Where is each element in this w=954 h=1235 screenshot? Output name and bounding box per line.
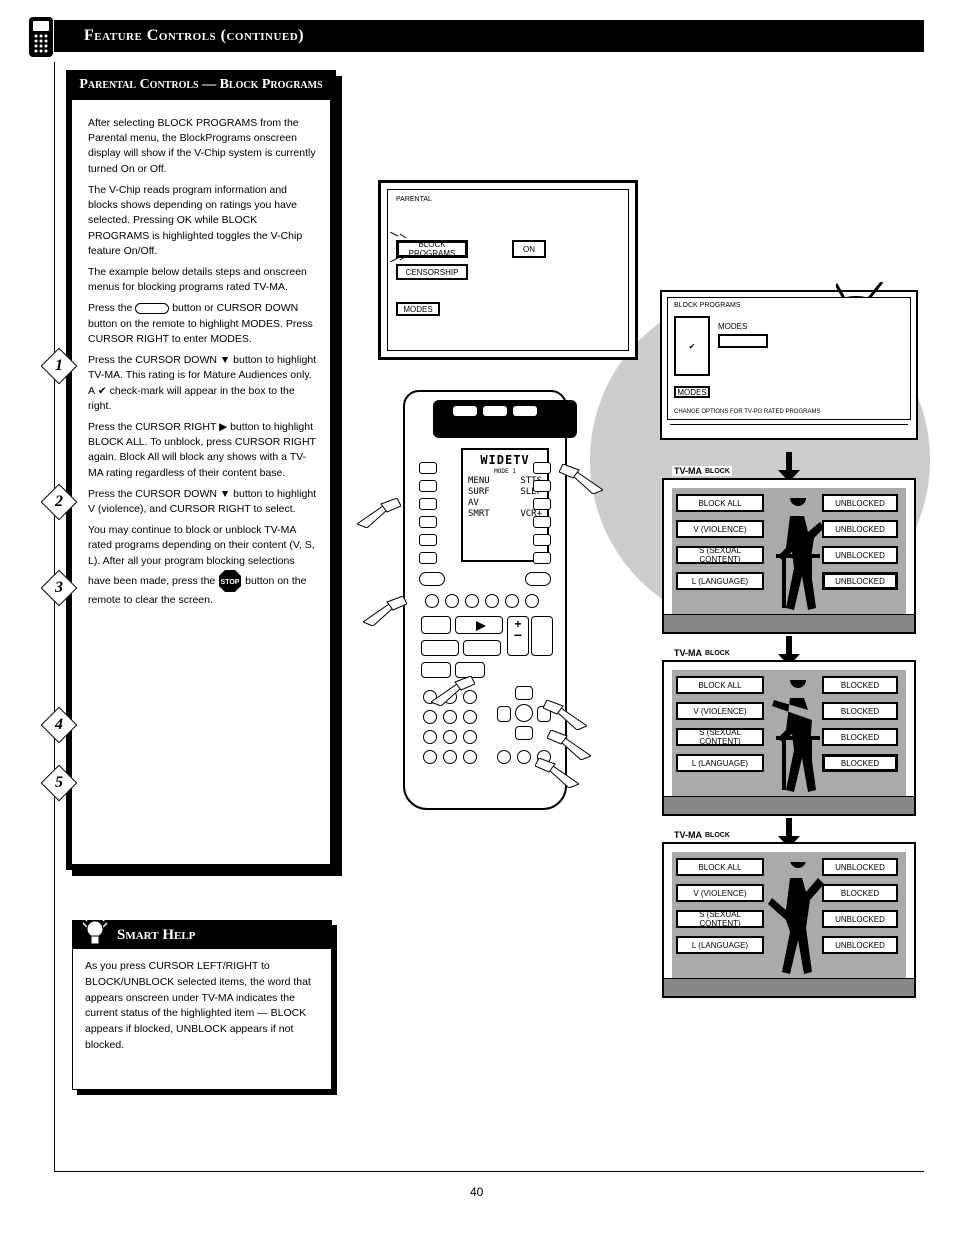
mp-v: V (VIOLENCE) xyxy=(676,520,764,538)
smart-help-panel: Smart Help As you press CURSOR LEFT/RIGH… xyxy=(72,920,332,1090)
person-icon xyxy=(768,498,828,616)
hand-icon xyxy=(535,758,579,788)
mp-ub1: UNBLOCKED xyxy=(822,494,898,512)
mode-panel-1: TV-MABLOCK BLOCK ALL V (VIOLENCE) S (SEX… xyxy=(662,478,916,634)
instruction-title: Parental Controls — Block Programs xyxy=(79,77,322,93)
hand-icon xyxy=(431,676,475,706)
mp-b2: BLOCKED xyxy=(822,884,898,902)
instruction-body: After selecting BLOCK PROGRAMS from the … xyxy=(88,116,318,608)
instruction-panel: Parental Controls — Block Programs After… xyxy=(66,70,336,870)
mp-ub1: UNBLOCKED xyxy=(822,858,898,876)
step-marker-5: 5 xyxy=(46,770,72,796)
tv-menu-figure: PARENTAL BLOCK PROGRAMS CENSORSHIP ON MO… xyxy=(378,180,638,360)
remote-figure: WIDETV MODE 1 MENUSTTS SURFSLEP AV SMRTV… xyxy=(385,390,585,810)
stv-rating-box xyxy=(718,334,768,348)
hand-icon xyxy=(357,498,401,528)
tv-label-parental: PARENTAL xyxy=(396,196,432,203)
lcd-r2c0: AV xyxy=(468,498,479,509)
tip-body: As you press CURSOR LEFT/RIGHT to BLOCK/… xyxy=(73,949,331,1064)
small-tv-figure: BLOCK PROGRAMS ✔ MODES CHANGE OPTIONS FO… xyxy=(660,290,918,440)
mp-b2: BLOCKED xyxy=(822,702,898,720)
stop-icon: STOP xyxy=(218,569,242,593)
remote-icon xyxy=(28,16,54,58)
tip-title: Smart Help xyxy=(117,927,195,944)
step2-text-a: Press the CURSOR DOWN xyxy=(88,354,217,366)
mp-s: S (SEXUAL CONTENT) xyxy=(676,910,764,928)
lcd-r1c0: SURF xyxy=(468,487,490,498)
mp-block-all: BLOCK ALL xyxy=(676,676,764,694)
hand-icon xyxy=(547,730,591,760)
mp-sub: BLOCK xyxy=(705,832,730,839)
lcd-r3c0: SMRT xyxy=(468,509,490,520)
stv-bottom: CHANGE OPTIONS FOR TV-PG RATED PROGRAMS xyxy=(674,409,820,415)
mp-l: L (LANGUAGE) xyxy=(676,936,764,954)
mp-v: V (VIOLENCE) xyxy=(676,702,764,720)
hand-icon xyxy=(543,700,587,730)
step-marker-2: 2 xyxy=(46,489,72,515)
mode-panel-2: TV-MABLOCK BLOCK ALL V (VIOLENCE) S (SEX… xyxy=(662,660,916,816)
mp-ub4: UNBLOCKED xyxy=(822,572,898,590)
tv-on: ON xyxy=(512,240,546,258)
mp-title: TV-MA xyxy=(674,466,702,476)
step4-text-a: Press the CURSOR DOWN xyxy=(88,488,217,500)
stv-block-programs: BLOCK PROGRAMS xyxy=(674,302,741,309)
page-header: Feature Controls (continued) xyxy=(54,20,924,52)
mp-b3: BLOCKED xyxy=(822,728,898,746)
mp-l: L (LANGUAGE) xyxy=(676,754,764,772)
mp-sub: BLOCK xyxy=(705,650,730,657)
mp-ub4: UNBLOCKED xyxy=(822,936,898,954)
svg-text:STOP: STOP xyxy=(221,579,240,586)
mp-ub3: UNBLOCKED xyxy=(822,546,898,564)
intro-para-3: The example below details steps and onsc… xyxy=(88,265,318,295)
mp-b4: BLOCKED xyxy=(822,754,898,772)
mp-ub3: UNBLOCKED xyxy=(822,910,898,928)
stv-modes: MODES xyxy=(718,322,747,331)
mp-l: L (LANGUAGE) xyxy=(676,572,764,590)
hand-icon xyxy=(363,596,407,626)
tv-modes: MODES xyxy=(396,302,440,316)
step1-text-a: Press the xyxy=(88,302,132,314)
mp-title: TV-MA xyxy=(674,830,702,840)
intro-para-1: After selecting BLOCK PROGRAMS from the … xyxy=(88,116,318,177)
mp-b1: BLOCKED xyxy=(822,676,898,694)
stv-modes2: MODES xyxy=(674,386,710,398)
tv-censorship: CENSORSHIP xyxy=(396,264,468,280)
lightbulb-icon xyxy=(81,913,109,949)
page-number: 40 xyxy=(470,1185,483,1199)
mp-title: TV-MA xyxy=(674,648,702,658)
mp-sub: BLOCK xyxy=(705,468,730,475)
hand-icon xyxy=(559,464,603,494)
mp-block-all: BLOCK ALL xyxy=(676,494,764,512)
mp-block-all: BLOCK ALL xyxy=(676,858,764,876)
step3-text-a: Press the CURSOR RIGHT xyxy=(88,421,216,433)
step-marker-1: 1 xyxy=(46,353,72,379)
step-marker-4: 4 xyxy=(46,712,72,738)
scroll-button-icon xyxy=(135,303,169,314)
person-icon xyxy=(764,862,828,980)
mp-v: V (VIOLENCE) xyxy=(676,884,764,902)
person-icon xyxy=(768,680,828,798)
lcd-r0c0: MENU xyxy=(468,476,490,487)
mp-ub2: UNBLOCKED xyxy=(822,520,898,538)
intro-para-2: The V-Chip reads program information and… xyxy=(88,183,318,259)
header-title: Feature Controls (continued) xyxy=(84,27,304,45)
step-marker-3: 3 xyxy=(46,575,72,601)
mp-s: S (SEXUAL CONTENT) xyxy=(676,546,764,564)
mode-panel-3: TV-MABLOCK BLOCK ALL V (VIOLENCE) S (SEX… xyxy=(662,842,916,998)
step2-text-c: check-mark will appear in the box to the… xyxy=(88,385,295,412)
mp-s: S (SEXUAL CONTENT) xyxy=(676,728,764,746)
